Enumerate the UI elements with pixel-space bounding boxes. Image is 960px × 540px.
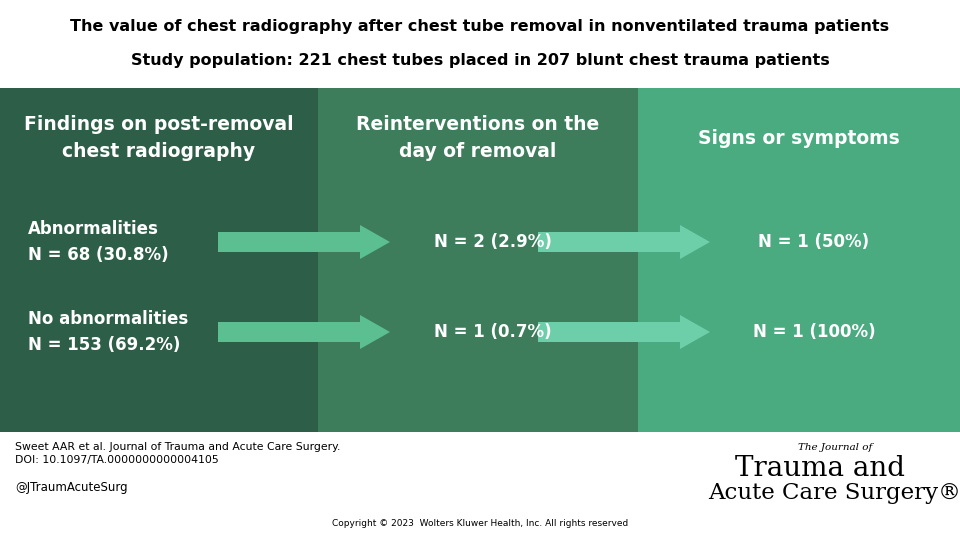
Text: No abnormalities: No abnormalities [28,310,188,328]
Bar [0,432,960,540]
Polygon shape [360,315,390,349]
Text: N = 68 (30.8%): N = 68 (30.8%) [28,246,169,264]
Polygon shape [680,225,710,259]
Bar [218,322,360,342]
Bar [318,88,638,432]
Text: Signs or symptoms: Signs or symptoms [698,129,900,147]
Text: Abnormalities: Abnormalities [28,220,158,238]
Text: Findings on post-removal
chest radiography: Findings on post-removal chest radiograp… [24,115,294,161]
Polygon shape [680,315,710,349]
Text: N = 2 (2.9%): N = 2 (2.9%) [434,233,552,251]
Text: Trauma and: Trauma and [735,455,905,482]
Text: Sweet AAR et al. Journal of Trauma and Acute Care Surgery.: Sweet AAR et al. Journal of Trauma and A… [15,442,341,452]
Text: N = 1 (50%): N = 1 (50%) [758,233,870,251]
Text: N = 153 (69.2%): N = 153 (69.2%) [28,336,180,354]
Bar [538,322,680,342]
Text: DOI: 10.1097/TA.0000000000004105: DOI: 10.1097/TA.0000000000004105 [15,455,219,465]
Bar [0,88,318,432]
Polygon shape [360,225,390,259]
Text: The Journal of: The Journal of [798,442,873,451]
Text: Acute Care Surgery®: Acute Care Surgery® [708,482,960,504]
Text: Copyright © 2023  Wolters Kluwer Health, Inc. All rights reserved: Copyright © 2023 Wolters Kluwer Health, … [332,519,628,529]
Bar [218,232,360,252]
Bar [538,232,680,252]
Text: N = 1 (100%): N = 1 (100%) [753,323,876,341]
Text: Reinterventions on the
day of removal: Reinterventions on the day of removal [356,115,600,161]
Bar [638,88,960,432]
Text: @JTraumAcuteSurg: @JTraumAcuteSurg [15,482,128,495]
Text: The value of chest radiography after chest tube removal in nonventilated trauma : The value of chest radiography after che… [70,19,890,35]
Text: N = 1 (0.7%): N = 1 (0.7%) [434,323,552,341]
Text: Study population: 221 chest tubes placed in 207 blunt chest trauma patients: Study population: 221 chest tubes placed… [131,52,829,68]
